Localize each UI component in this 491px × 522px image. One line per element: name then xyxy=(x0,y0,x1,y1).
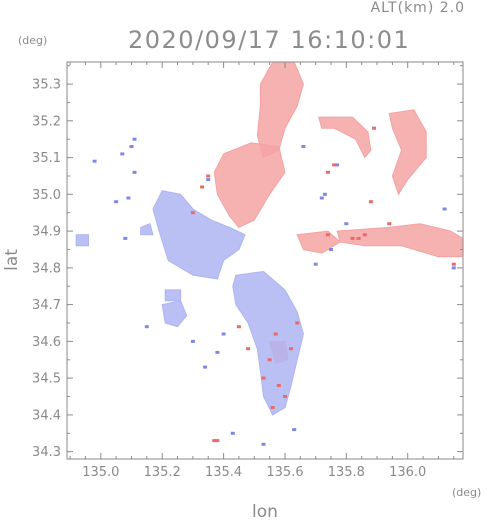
speckle-negative-16 xyxy=(329,248,333,251)
speckle-negative-1 xyxy=(132,137,137,141)
speckle-positive-33 xyxy=(236,325,241,329)
speckle-positive-42 xyxy=(356,236,361,240)
y-tick-label: 34.8 xyxy=(32,261,61,276)
speckle-negative-2 xyxy=(120,152,125,156)
speckle-positive-45 xyxy=(325,170,330,174)
speckle-positive-32 xyxy=(246,347,251,351)
speckle-positive-40 xyxy=(200,185,205,189)
speckle-positive-35 xyxy=(261,376,266,380)
speckle-positive-44 xyxy=(325,233,330,237)
speckle-positive-48 xyxy=(368,200,373,204)
y-tick-label: 34.4 xyxy=(32,408,61,423)
y-tick-label: 34.7 xyxy=(32,298,61,313)
speckle-positive-49 xyxy=(372,126,376,130)
speckle-positive-46 xyxy=(332,163,337,167)
speckle-positive-41 xyxy=(362,233,367,237)
speckle-negative-24 xyxy=(301,145,306,148)
speckle-negative-17 xyxy=(344,222,349,226)
speckle-negative-8 xyxy=(144,325,149,329)
y-tick-label: 34.5 xyxy=(32,372,61,387)
axis-tick-labels: 135.0 135.2 135.4 135.6 135.8 136.0 34.3 34.4 34… xyxy=(32,78,426,480)
region-positive-5 xyxy=(296,230,342,254)
speckle-positive-31 xyxy=(289,347,294,351)
speckle-positive-36 xyxy=(283,395,287,398)
y-tick-label: 34.9 xyxy=(32,225,61,240)
y-axis-unit: (deg) xyxy=(18,34,48,47)
speckle-negative-14 xyxy=(230,431,235,435)
axis-ticks xyxy=(67,62,463,459)
speckle-negative-0 xyxy=(129,145,134,148)
region-negative-7 xyxy=(152,190,246,280)
region-positive-0 xyxy=(256,62,304,159)
speckle-positive-34 xyxy=(295,321,300,325)
region-positive-2 xyxy=(318,116,372,159)
speckle-negative-19 xyxy=(322,192,327,196)
region-negative-10 xyxy=(164,289,182,302)
speckle-positive-50 xyxy=(451,262,456,266)
speckle-negative-18 xyxy=(319,196,324,200)
speckle-positive-27 xyxy=(212,439,217,443)
speckle-positive-47 xyxy=(387,222,392,226)
speckle-negative-13 xyxy=(261,442,266,446)
x-tick-label: 135.0 xyxy=(82,465,119,480)
y-tick-label: 35.3 xyxy=(32,78,61,93)
speckle-positive-43 xyxy=(350,236,355,240)
speckle-positive-39 xyxy=(190,211,195,215)
speckle-positive-29 xyxy=(276,384,281,387)
region-negative-9 xyxy=(161,300,188,328)
speckle-negative-10 xyxy=(215,350,220,354)
x-tick-label: 135.4 xyxy=(205,465,242,480)
speckle-negative-3 xyxy=(92,159,97,163)
speckle-negative-5 xyxy=(114,200,119,204)
region-negative-12 xyxy=(140,223,154,236)
speckle-negative-9 xyxy=(190,339,195,343)
x-tick-label: 135.6 xyxy=(266,465,303,480)
y-tick-label: 35.2 xyxy=(32,114,61,129)
region-negative-11 xyxy=(75,234,89,247)
datetime-title: 2020/09/17 16:10:01 xyxy=(128,26,411,54)
y-tick-label: 34.6 xyxy=(32,335,61,350)
plot-frame xyxy=(66,61,464,460)
region-negative-8 xyxy=(232,270,304,416)
speckle-negative-25 xyxy=(206,178,211,182)
velocity-regions xyxy=(75,62,463,416)
speckle-negative-4 xyxy=(132,170,137,174)
speckle-negative-21 xyxy=(442,207,447,211)
speckle-positive-38 xyxy=(206,174,211,178)
altitude-label: ALT(km) 2.0 xyxy=(370,0,465,16)
speckle-negative-20 xyxy=(313,262,318,266)
speckle-positive-28 xyxy=(270,406,275,409)
speckle-negative-7 xyxy=(123,236,128,240)
speckle-positive-30 xyxy=(267,358,272,362)
speckle-negative-23 xyxy=(335,163,340,167)
y-tick-label: 35.0 xyxy=(32,188,61,203)
y-tick-label: 34.3 xyxy=(32,445,61,460)
speckle-negative-22 xyxy=(451,266,456,270)
speckle-positive-26 xyxy=(215,439,220,443)
velocity-speckles xyxy=(92,126,456,446)
y-tick-label: 35.1 xyxy=(32,151,61,166)
region-positive-4 xyxy=(336,223,463,258)
speckle-positive-37 xyxy=(273,332,278,336)
x-tick-label: 135.8 xyxy=(328,465,365,480)
region-positive-3 xyxy=(388,109,427,196)
x-axis-unit: (deg) xyxy=(452,486,482,499)
x-tick-label: 135.2 xyxy=(144,465,181,480)
x-tick-label: 136.0 xyxy=(389,465,426,480)
region-positive-1 xyxy=(213,142,286,229)
speckle-negative-6 xyxy=(126,196,131,200)
speckle-negative-12 xyxy=(221,332,226,336)
x-axis-label: lon xyxy=(252,502,278,522)
speckle-negative-11 xyxy=(203,365,208,369)
speckle-negative-15 xyxy=(292,428,297,432)
